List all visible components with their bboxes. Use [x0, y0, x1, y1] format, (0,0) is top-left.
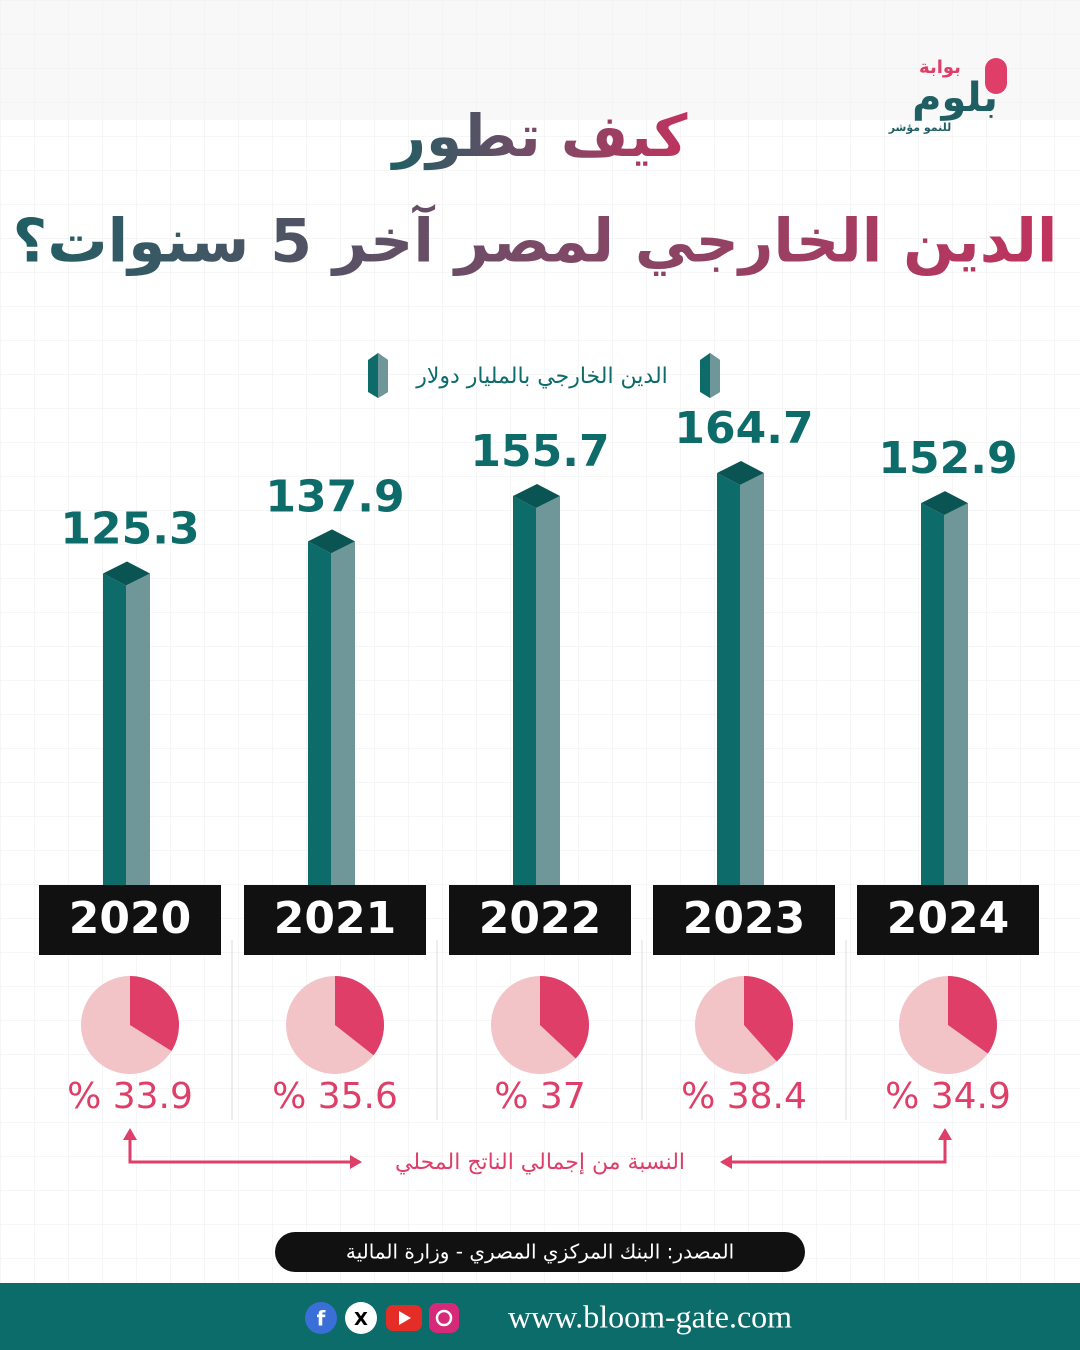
value-label: 155.7: [470, 426, 609, 477]
bar-cap: [717, 461, 764, 486]
caption-arrows: [123, 1128, 952, 1169]
legend-icon-side: [710, 353, 720, 398]
value-label: 164.7: [674, 403, 813, 454]
social-icons: f X: [305, 1302, 459, 1334]
pie-caption: النسبة من إجمالي الناتج المحلي: [395, 1150, 685, 1175]
bar-side: [331, 541, 355, 893]
x-tick-label: 2024: [887, 893, 1009, 944]
youtube-glyph: [399, 1311, 411, 1325]
value-label: 152.9: [878, 433, 1017, 484]
bar: [308, 541, 331, 893]
year-box: [653, 885, 835, 955]
bar: [921, 503, 944, 893]
year-box: [449, 885, 631, 955]
brand-prefix: بوابة: [919, 57, 961, 78]
pie-value-label: % 35.6: [272, 1076, 398, 1117]
separators: [231, 940, 847, 1120]
instagram-icon: [429, 1303, 459, 1333]
bar-side: [536, 495, 560, 893]
pie-slice: [948, 976, 997, 1054]
legend: الدين الخارجي بالمليار دولار: [368, 353, 720, 398]
pie-value-label: % 34.9: [885, 1076, 1011, 1117]
pie-slice: [130, 976, 179, 1051]
year-box: [244, 885, 426, 955]
bar-side: [740, 473, 764, 893]
pie-slice: [744, 976, 793, 1062]
legend-icon-side: [378, 353, 388, 398]
pie-slice: [335, 976, 384, 1056]
arrow-left: [128, 1132, 360, 1164]
bar-side: [944, 503, 968, 893]
footer: [0, 1283, 1080, 1350]
website: www.bloom-gate.com: [508, 1298, 792, 1334]
legend-label: الدين الخارجي بالمليار دولار: [415, 364, 668, 389]
x-tick-label: 2022: [479, 893, 601, 944]
source: المصدر: البنك المركزي المصري - وزارة الم…: [346, 1240, 734, 1265]
instagram-glyph: [435, 1309, 453, 1327]
brand-mic: [985, 58, 1007, 94]
chart-subtitle: الدين الخارجي لمصر آخر 5 سنوات؟: [13, 204, 1058, 277]
header-texture: [0, 0, 1080, 120]
bar: [513, 495, 536, 893]
logo: بوابة بلوم للنمو مؤشر: [888, 57, 1007, 134]
pie-value-label: % 38.4: [681, 1076, 807, 1117]
pie-value-label: % 33.9: [67, 1076, 193, 1117]
bar-cap: [103, 561, 150, 586]
chart-title: كيف تطور: [390, 102, 688, 171]
value-label: 125.3: [60, 503, 199, 554]
bar: [717, 473, 740, 893]
x-tick-label: 2020: [69, 893, 191, 944]
arrow-head: [720, 1155, 732, 1169]
source-pill: [275, 1232, 805, 1272]
year-box: [39, 885, 221, 955]
x-icon: [345, 1302, 377, 1334]
year-box: [857, 885, 1039, 955]
x-glyph: X: [354, 1309, 368, 1330]
bar: [103, 573, 126, 893]
pie-slice: [540, 976, 589, 1059]
x-tick-label: 2021: [274, 893, 396, 944]
bar-cap: [921, 491, 968, 516]
brand-tagline: للنمو مؤشر: [888, 121, 952, 134]
facebook-icon: [305, 1302, 337, 1334]
bar-cap: [513, 483, 560, 508]
x-tick-label: 2023: [683, 893, 805, 944]
bar-side: [126, 573, 150, 893]
bar-cap: [308, 529, 355, 554]
arrow-right: [722, 1132, 947, 1164]
facebook-glyph: f: [317, 1307, 326, 1331]
value-label: 137.9: [265, 471, 404, 522]
arrow-head: [938, 1128, 952, 1140]
arrow-head: [123, 1128, 137, 1140]
arrow-head: [350, 1155, 362, 1169]
pie-value-label: % 37: [494, 1076, 585, 1117]
brand-name: بلوم: [912, 75, 998, 121]
